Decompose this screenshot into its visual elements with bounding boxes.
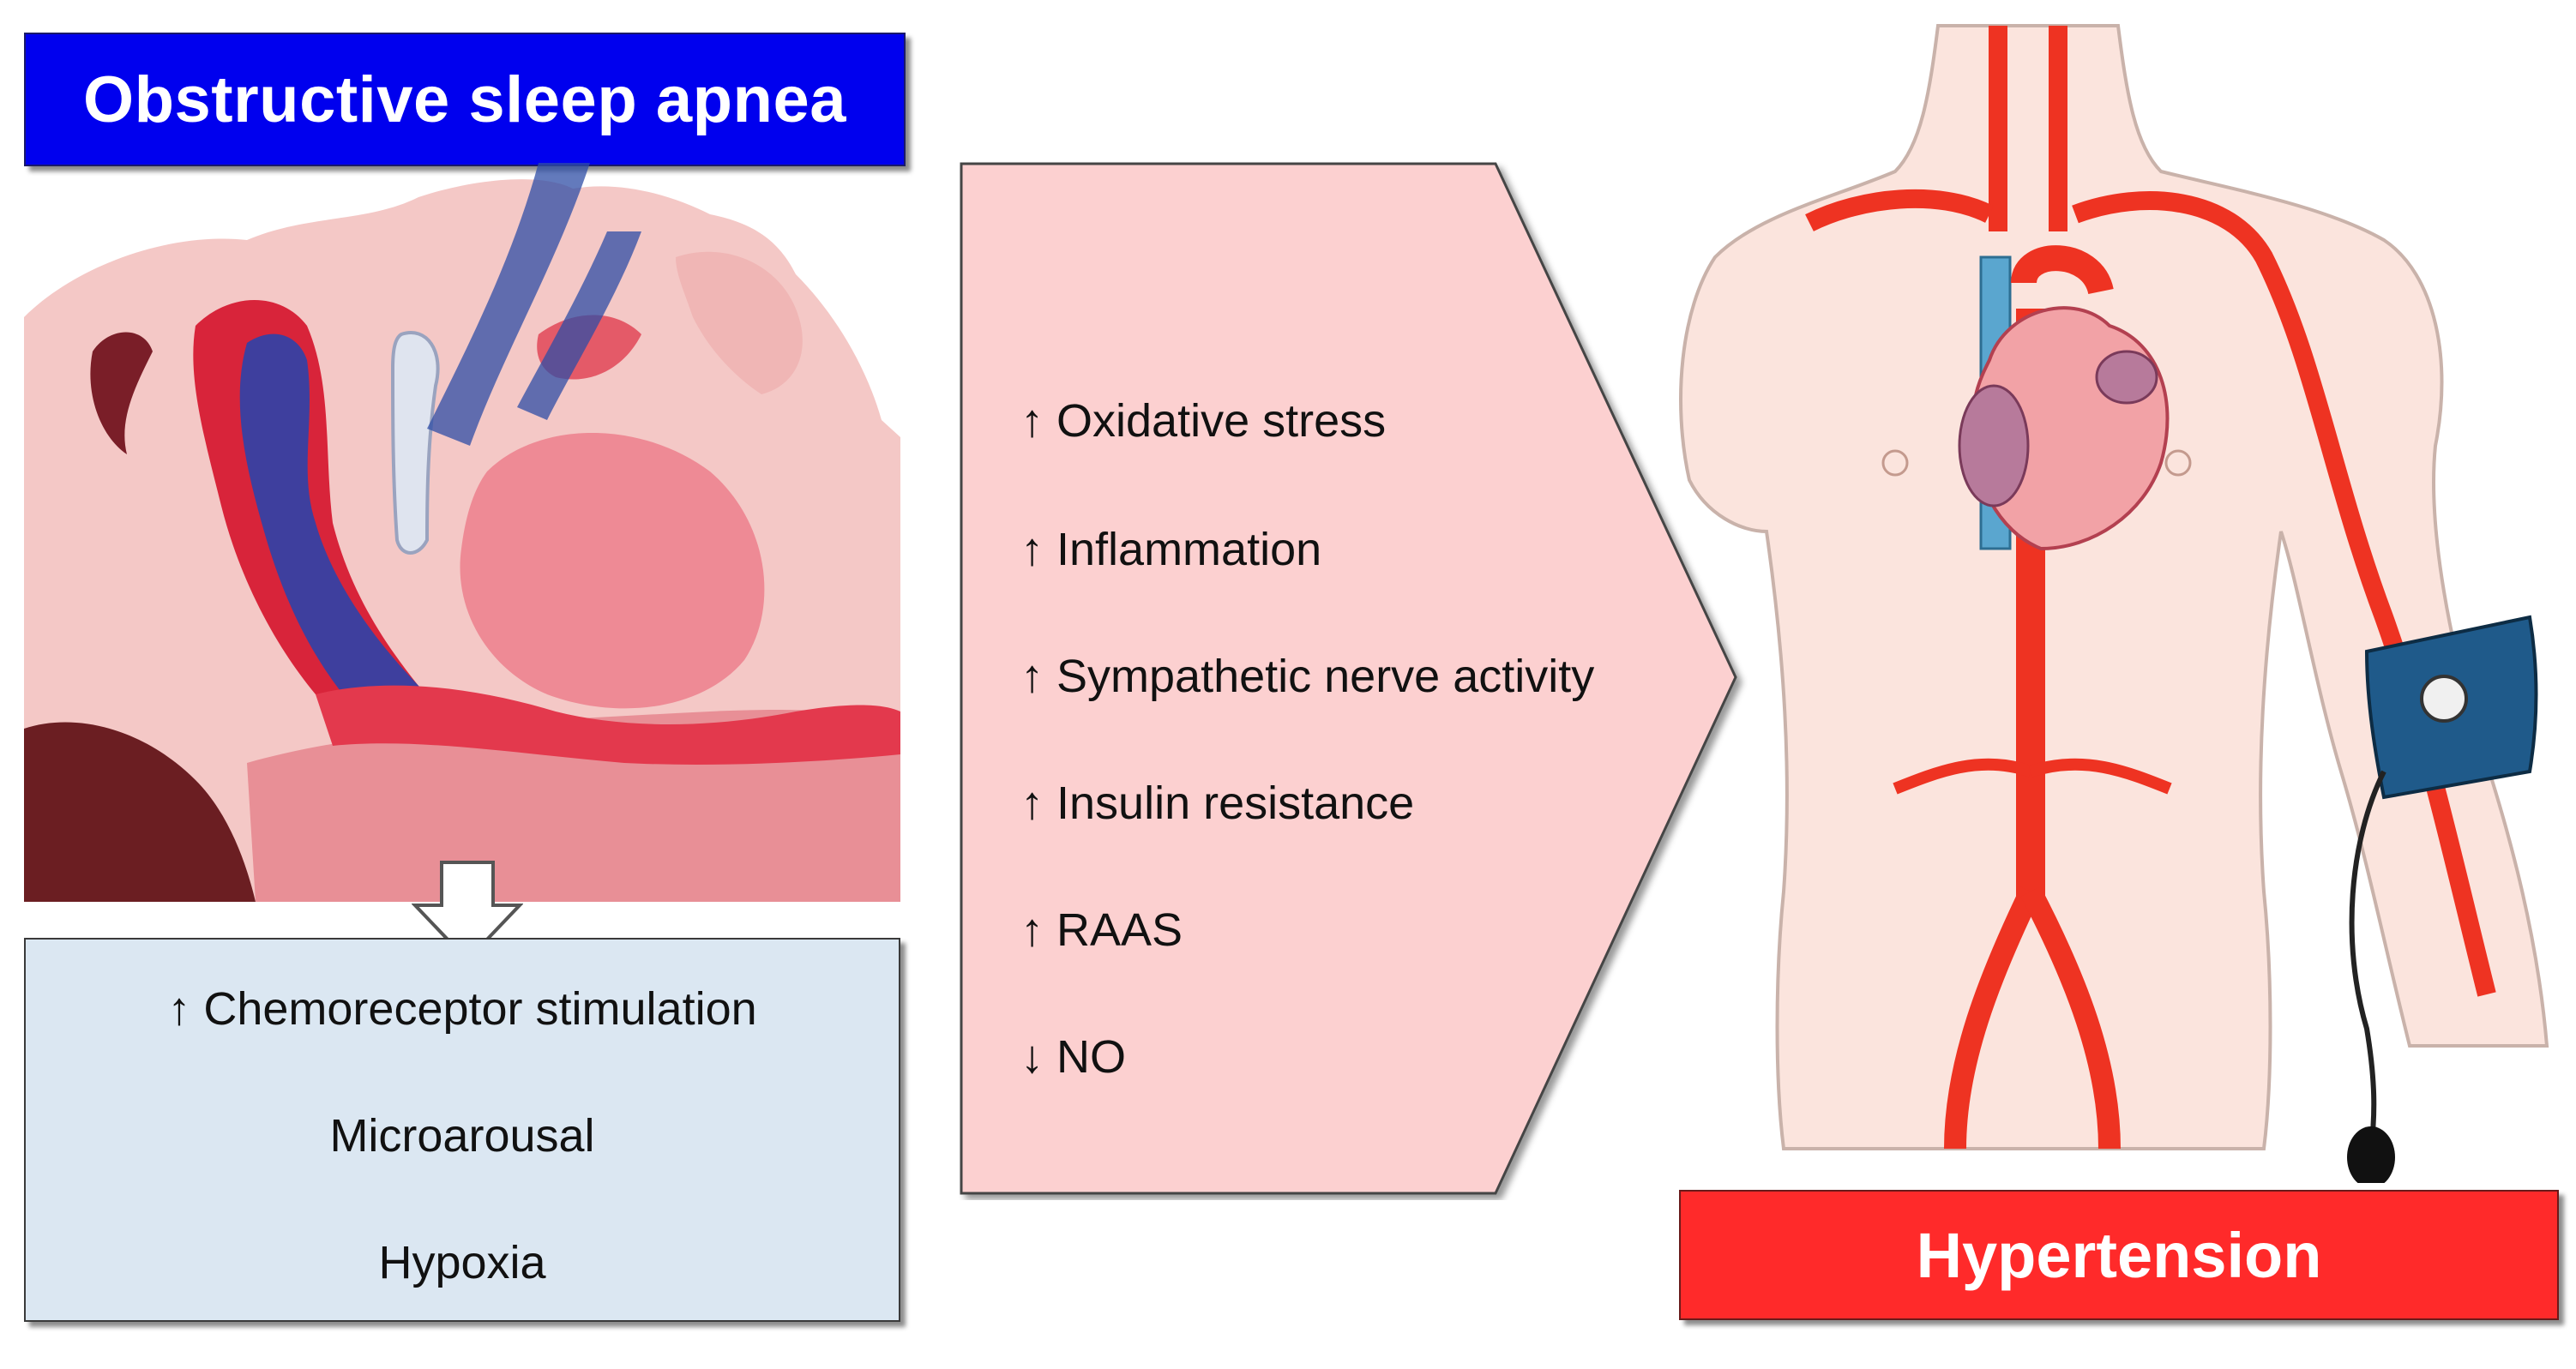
- effect-chemoreceptor: ↑ Chemoreceptor stimulation: [167, 983, 757, 1035]
- mechanism-arrow-shape: [960, 162, 1737, 1195]
- mechanism-insulin-resistance: ↑ Insulin resistance: [1020, 778, 1415, 829]
- effect-microarousal: Microarousal: [329, 1110, 595, 1162]
- mechanism-inflammation: ↑ Inflammation: [1020, 524, 1322, 575]
- osa-effects-box: ↑ Chemoreceptor stimulation Microarousal…: [24, 938, 900, 1322]
- torso-cardiovascular-illustration: [1679, 24, 2549, 1183]
- mechanism-raas: ↑ RAAS: [1020, 904, 1183, 956]
- mechanism-no: ↓ NO: [1020, 1031, 1127, 1083]
- mechanism-sympathetic: ↑ Sympathetic nerve activity: [1020, 651, 1595, 702]
- hypertension-outcome-box: Hypertension: [1679, 1190, 2559, 1320]
- airway-illustration: [24, 163, 900, 902]
- down-arrow-icon: [412, 861, 523, 963]
- effect-hypoxia: Hypoxia: [378, 1237, 546, 1288]
- mechanism-oxidative-stress: ↑ Oxidative stress: [1020, 395, 1387, 447]
- osa-title: Obstructive sleep apnea: [24, 33, 906, 166]
